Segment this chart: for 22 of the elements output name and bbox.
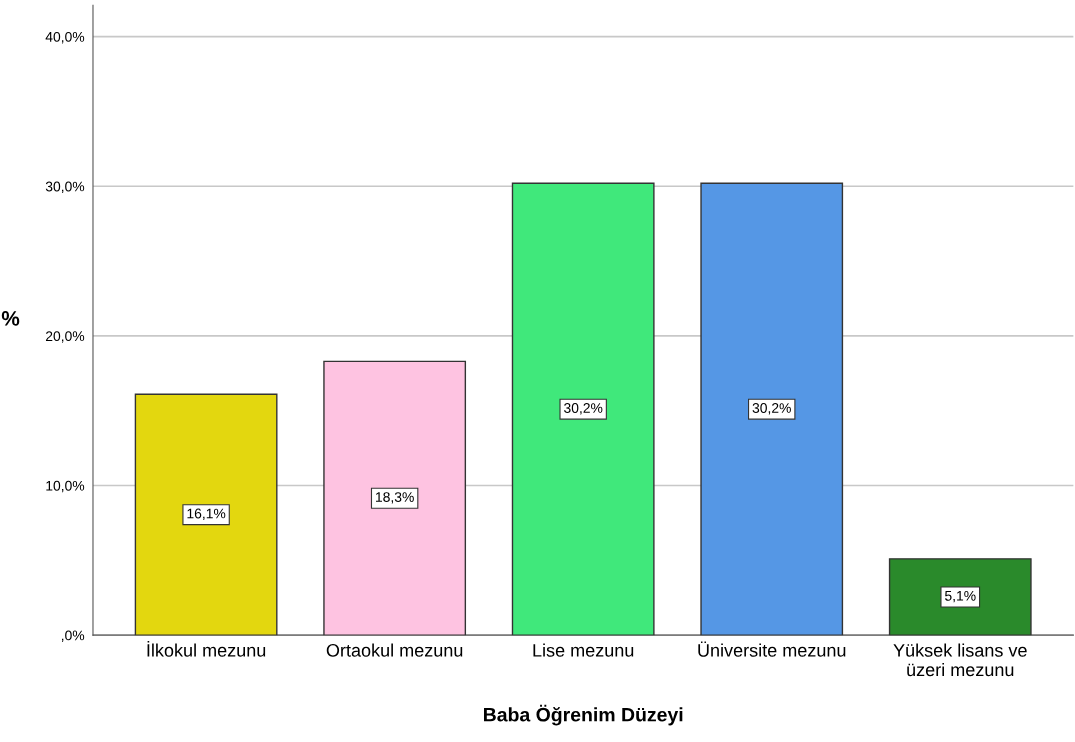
- data-label: 30,2%: [752, 403, 791, 415]
- bar: [323, 360, 467, 636]
- data-label: 30,2%: [564, 403, 603, 415]
- bar: [134, 393, 278, 636]
- data-label: 5,1%: [944, 590, 976, 603]
- y-tick-label: 20,0%: [45, 331, 85, 343]
- y-axis-title: %: [1, 311, 20, 326]
- y-tick-label: 30,0%: [45, 181, 85, 194]
- x-tick-label: Yüksek lisans ve üzeri mezunu: [893, 643, 1027, 677]
- bar: [511, 182, 655, 636]
- data-label: 18,3%: [376, 492, 414, 504]
- y-tick-label: 40,0%: [45, 31, 85, 44]
- x-tick-label: İlkokul mezunu: [147, 640, 266, 657]
- y-tick-label: ,0%: [61, 630, 85, 642]
- x-tick-label: Ortaokul mezunu: [326, 643, 463, 657]
- data-label: 16,1%: [187, 508, 226, 521]
- bar: [700, 182, 844, 636]
- y-tick-label: 10,0%: [46, 480, 85, 493]
- x-tick-label: Lise mezunu: [533, 643, 634, 657]
- bar: [888, 558, 1032, 636]
- x-tick-label: Üniversite mezunu: [698, 641, 846, 657]
- x-axis-title: Baba Öğrenim Düzeyi: [484, 704, 683, 726]
